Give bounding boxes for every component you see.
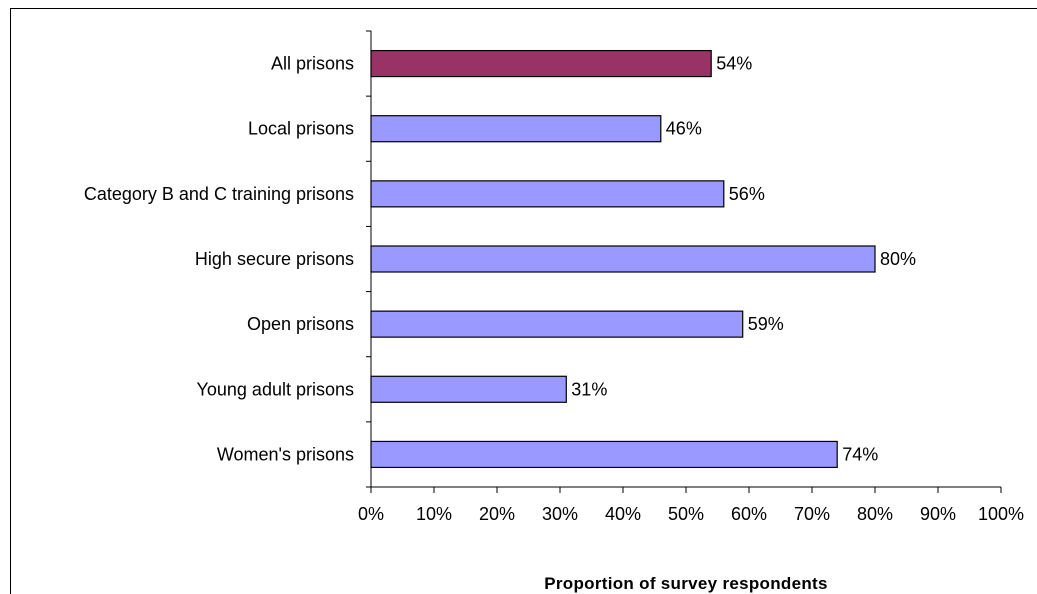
category-label: Local prisons [248,119,354,139]
x-axis: 0% 10% 20% 30% 40% 50% 60% 70% 80% 90% 100% [358,486,1024,524]
data-label: 59% [748,314,784,334]
x-tick-label: 90% [920,504,956,524]
data-label: 74% [842,444,878,464]
bar [370,375,567,403]
bar [370,310,744,338]
x-tick-label: 70% [794,504,830,524]
x-tick-label: 50% [668,504,704,524]
category-label: Open prisons [247,314,354,334]
chart-frame [10,8,1037,594]
bar [370,245,876,273]
data-label: 31% [571,379,607,399]
x-tick-label: 20% [479,504,515,524]
y-axis: All prisons Local prisons Category B and C… [84,30,372,488]
bar [370,115,662,143]
x-axis-title: Proportion of survey respondents [544,574,828,593]
data-label: 56% [729,184,765,204]
x-tick-label: 40% [605,504,641,524]
bar [370,440,838,469]
bars: 54% 46% 56% 80% 59% 31% 74% [370,49,916,469]
x-tick-label: 100% [978,504,1024,524]
category-label: Category B and C training prisons [84,184,354,204]
category-label: High secure prisons [195,249,354,269]
category-label: Women's prisons [217,444,354,464]
data-label: 80% [880,249,916,269]
category-label: All prisons [271,54,354,74]
data-label: 46% [666,119,702,139]
x-tick-label: 30% [542,504,578,524]
bar [370,180,725,208]
bar [370,49,712,78]
x-tick-label: 60% [731,504,767,524]
x-tick-label: 80% [857,504,893,524]
x-tick-label: 0% [358,504,384,524]
x-tick-label: 10% [416,504,452,524]
category-label: Young adult prisons [197,379,354,399]
data-label: 54% [716,54,752,74]
